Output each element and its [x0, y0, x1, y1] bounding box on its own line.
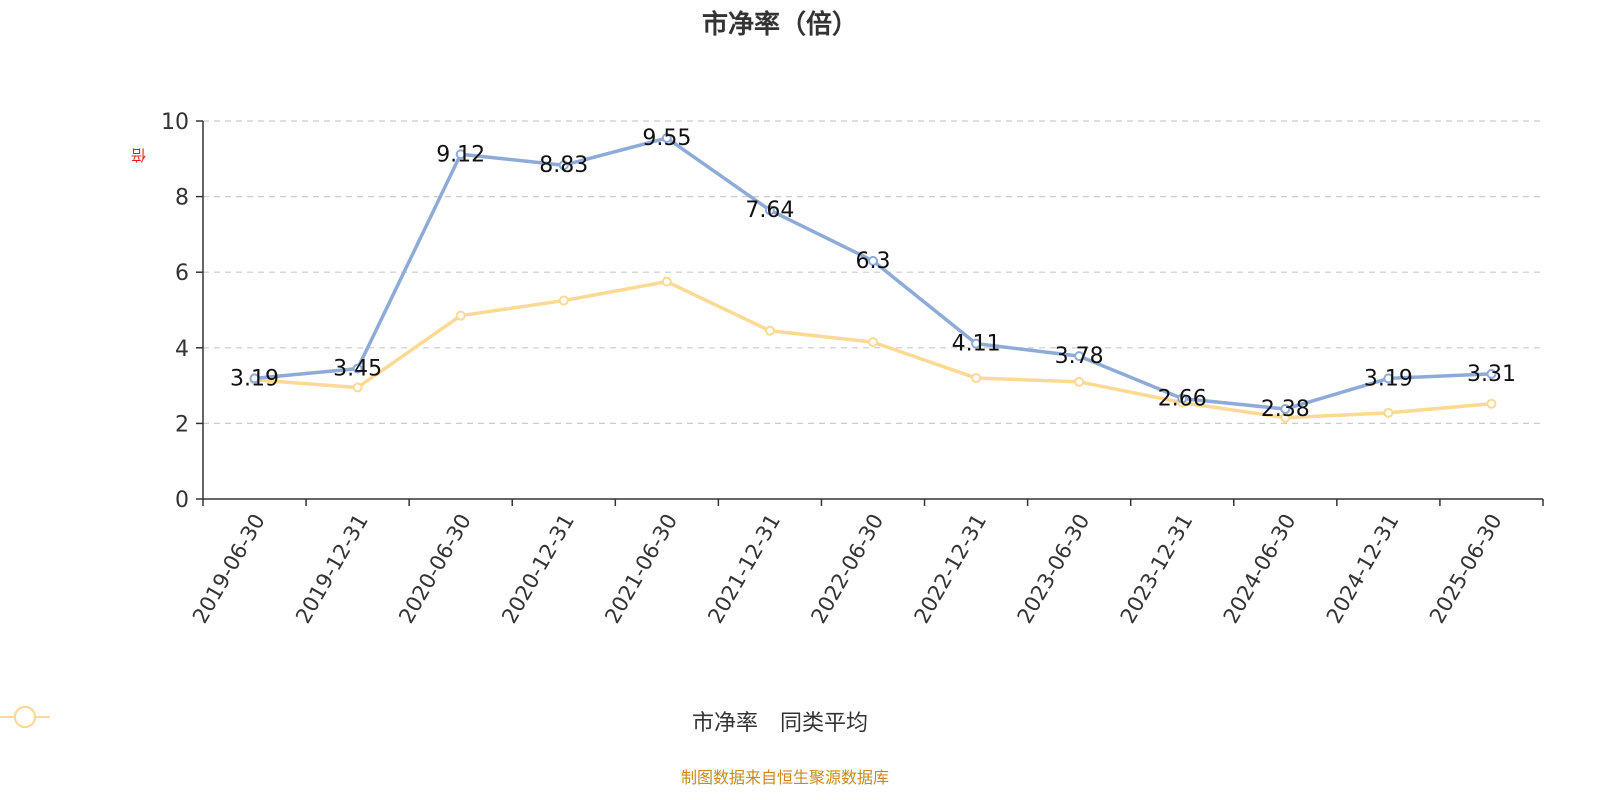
data-label: 3.19: [230, 366, 279, 391]
y-tick-label: 4: [175, 337, 189, 362]
x-tick-label: 2019-06-30: [188, 510, 270, 628]
data-label: 9.55: [642, 126, 691, 151]
x-tick-label: 2022-06-30: [806, 510, 888, 628]
data-point: [1383, 407, 1394, 418]
data-point: [455, 310, 466, 321]
data-point: [764, 205, 775, 216]
x-tick-label: 2023-06-30: [1013, 510, 1095, 628]
data-point: [1177, 393, 1188, 404]
data-label: 3.31: [1467, 362, 1516, 387]
data-label: 9.12: [436, 142, 485, 167]
legend-marker-series2: [0, 706, 50, 728]
data-label: 2.66: [1158, 386, 1207, 411]
data-label: 4.11: [952, 332, 1001, 357]
y-tick-label: 6: [175, 261, 189, 286]
x-tick-label: 2025-06-30: [1425, 510, 1507, 628]
legend-label-series1: 市净率: [691, 711, 758, 736]
data-point: [661, 276, 672, 287]
data-point: [971, 338, 982, 349]
legend-item-series2[interactable]: 同类平均: [0, 705, 869, 737]
data-label: 3.78: [1055, 344, 1104, 369]
x-tick-label: 2024-12-31: [1322, 510, 1404, 628]
data-label: 8.83: [539, 153, 588, 178]
data-label: 7.64: [745, 198, 794, 223]
data-point: [558, 160, 569, 171]
data-label: 2.38: [1261, 397, 1310, 422]
data-point: [1074, 376, 1085, 387]
chart-title: 市净率（倍）: [701, 10, 858, 40]
data-point: [868, 255, 878, 266]
x-tick-label: 2021-12-31: [703, 510, 785, 628]
y-tick-label: 8: [175, 186, 189, 211]
x-tick-label: 2022-12-31: [910, 510, 992, 628]
data-label: 3.45: [333, 357, 382, 382]
data-point: [352, 363, 363, 374]
x-tick-label: 2021-06-30: [600, 510, 682, 628]
x-tick-label: 2019-12-31: [291, 510, 373, 628]
x-tick-label: 2023-12-31: [1116, 510, 1198, 628]
data-point: [661, 133, 672, 144]
x-tick-label: 2024-06-30: [1219, 510, 1301, 628]
x-tick-label: 2020-12-31: [497, 510, 579, 628]
legend: 市净率 同类平均: [0, 705, 1560, 737]
legend-item-series1[interactable]: 市净率: [0, 705, 758, 737]
data-point: [1486, 398, 1497, 409]
source-note: 制图数据来自恒生聚源数据库: [680, 768, 889, 787]
data-point: [868, 337, 878, 348]
data-point: [558, 295, 569, 306]
data-point: [352, 382, 363, 393]
data-label: 6.3: [856, 249, 891, 274]
data-label: 3.19: [1364, 366, 1413, 391]
data-point: [1280, 404, 1291, 415]
data-point: [971, 373, 982, 384]
data-point: [249, 373, 260, 384]
data-point: [455, 149, 466, 160]
y-tick-label: 2: [175, 412, 189, 437]
data-point: [1486, 368, 1497, 379]
x-tick-label: 2020-06-30: [394, 510, 476, 628]
data-point: [1383, 373, 1394, 384]
data-point: [764, 325, 775, 336]
data-point: [1074, 351, 1085, 362]
legend-label-series2: 同类平均: [780, 711, 869, 736]
y-tick-label: 10: [161, 110, 189, 135]
y-tick-label: 0: [175, 488, 189, 513]
